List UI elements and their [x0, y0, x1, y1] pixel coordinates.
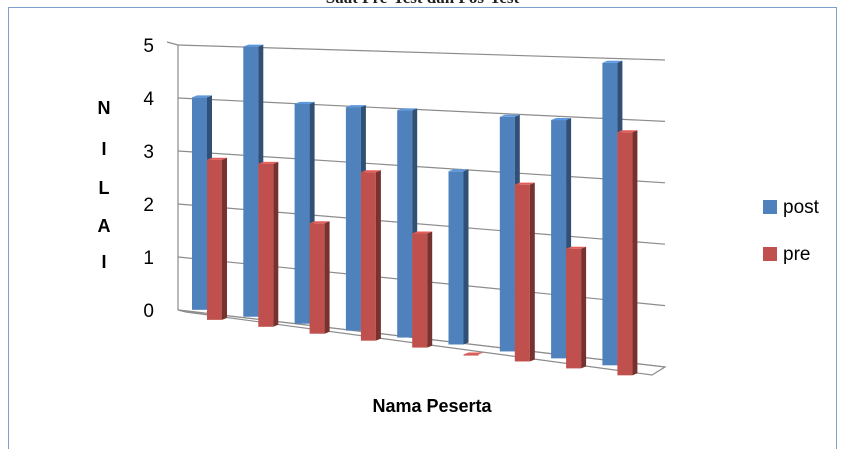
legend-swatch — [763, 247, 777, 261]
bar-top-face — [258, 161, 279, 164]
x-axis-label: Nama Peserta — [372, 396, 492, 416]
bar-top-face — [294, 101, 315, 104]
bar-pre-7 — [514, 182, 535, 362]
bar-front-face — [514, 184, 530, 362]
y-tick-label: 4 — [143, 89, 154, 110]
bar-top-face — [602, 60, 623, 63]
bar-side-face — [273, 161, 279, 327]
bar-side-face — [222, 157, 227, 320]
bar-top-face — [309, 221, 330, 224]
bar-pre-8 — [566, 246, 587, 369]
bar-front-face — [617, 132, 633, 376]
bar-side-face — [581, 246, 587, 369]
bar-top-face — [551, 118, 572, 121]
legend-item-post: post — [763, 197, 820, 218]
bar-front-face — [551, 120, 567, 359]
legend: post pre — [763, 197, 820, 265]
bar-side-face — [427, 231, 433, 348]
bar-top-face — [192, 95, 212, 98]
bar-pre-9 — [617, 130, 638, 376]
bar-front-face — [243, 46, 259, 317]
bar-side-face — [375, 170, 381, 341]
bars — [192, 44, 638, 376]
bar-front-face — [207, 159, 222, 320]
bar-pre-3 — [309, 221, 330, 334]
bar-top-face — [448, 169, 469, 172]
bar-front-face — [448, 171, 464, 345]
bar-front-face — [463, 354, 479, 356]
bar-pre-5 — [412, 231, 433, 348]
y-axis-label-letter: I — [101, 252, 106, 272]
y-axis-label-letter: I — [101, 139, 106, 159]
bar-post-6 — [448, 169, 469, 345]
bar-top-face — [566, 246, 587, 249]
y-tick-label: 5 — [143, 36, 154, 57]
bar-front-face — [566, 248, 582, 369]
legend-item-pre: pre — [763, 244, 810, 265]
bar-front-face — [192, 97, 207, 310]
bar-front-face — [397, 110, 413, 338]
bar-top-face — [499, 114, 520, 117]
bar-side-face — [463, 169, 469, 345]
bar-top-face — [243, 44, 264, 47]
y-tick-label: 3 — [143, 142, 154, 163]
bar-front-face — [258, 163, 274, 327]
bar-side-face — [529, 182, 535, 362]
bar-side-face — [324, 221, 330, 334]
y-axis-label-letter: N — [98, 98, 111, 118]
chart-title-fragment: Saat Pre-Test dan Pos-Test — [0, 0, 845, 8]
bar-side-face — [632, 130, 638, 376]
y-tick-label: 1 — [143, 248, 154, 269]
bar-top-face — [463, 352, 484, 355]
y-axis-label-letter: L — [99, 178, 110, 198]
y-tick-label: 0 — [143, 301, 154, 322]
bar-front-face — [345, 107, 361, 331]
bar-front-face — [294, 103, 310, 324]
bar-top-face — [345, 105, 366, 108]
bar-front-face — [499, 116, 515, 352]
legend-label: pre — [783, 244, 810, 265]
bar-top-face — [617, 130, 638, 133]
bar-pre-1 — [207, 157, 227, 320]
bar-top-face — [514, 182, 535, 185]
bar-top-face — [360, 170, 381, 173]
bar-front-face — [309, 223, 325, 334]
bar-pre-6 — [463, 352, 484, 356]
bar-top-face — [207, 157, 227, 160]
y-axis-ticks: 0 1 2 3 4 5 — [143, 36, 154, 322]
bar-front-face — [360, 172, 376, 341]
bar-front-face — [412, 233, 428, 348]
bar-top-face — [412, 231, 433, 234]
tick-stub — [166, 41, 179, 46]
legend-swatch — [763, 200, 777, 214]
chart-frame — [8, 7, 837, 449]
legend-label: post — [783, 197, 820, 218]
y-tick-label: 2 — [143, 195, 154, 216]
bar-pre-4 — [360, 170, 381, 341]
bar-pre-2 — [258, 161, 279, 327]
bar-top-face — [397, 108, 418, 111]
bar-front-face — [602, 62, 618, 366]
y-axis-label-letter: A — [98, 216, 111, 236]
